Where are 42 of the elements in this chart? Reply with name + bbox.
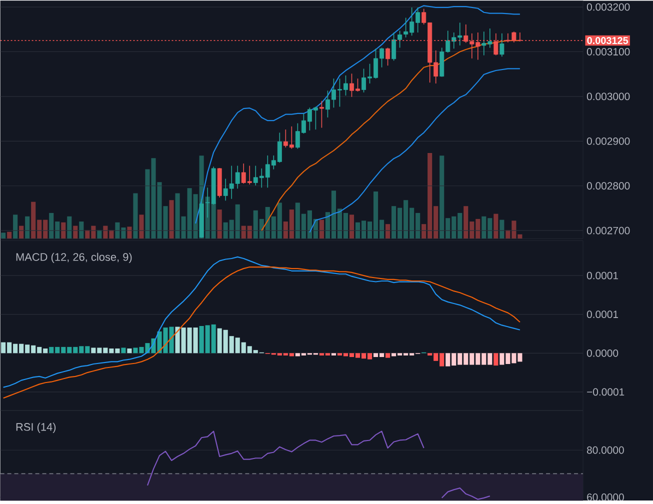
- bar: [7, 232, 12, 239]
- bar: [61, 222, 66, 239]
- bar: [127, 348, 132, 354]
- y-tick-label: 0.0000: [586, 349, 618, 357]
- bar: [79, 221, 84, 239]
- y-tick-label: 0.002700: [586, 226, 630, 234]
- y-tick-label: 0.002900: [586, 137, 630, 145]
- bar: [1, 232, 6, 239]
- bar: [121, 348, 126, 354]
- bar: [494, 353, 498, 366]
- bar: [319, 220, 324, 239]
- y-tick-label: 0.002800: [586, 182, 630, 190]
- bar: [73, 226, 78, 239]
- y-tick-label: −0.0001: [587, 388, 624, 396]
- y-tick-label: 80.0000: [586, 446, 624, 454]
- y-tick-label: 0.003000: [586, 92, 630, 100]
- bar: [97, 230, 102, 239]
- bar: [25, 216, 30, 239]
- y-tick-label: 0.003200: [586, 3, 630, 11]
- y-tick-label: 0.0001: [586, 310, 618, 318]
- bar: [385, 224, 390, 239]
- bar: [500, 220, 504, 239]
- y-tick-label: 60.0000: [587, 493, 624, 501]
- bar: [13, 214, 18, 239]
- bar: [385, 353, 390, 358]
- y-tick-label: 0.003100: [586, 48, 630, 56]
- bar: [494, 214, 498, 239]
- bar: [139, 214, 144, 239]
- text: RSI (14): [16, 422, 56, 433]
- bar: [19, 226, 24, 239]
- text: MACD (12, 26, close, 9): [16, 252, 132, 263]
- candlestick: [386, 47, 390, 66]
- candlestick: [500, 32, 504, 57]
- candlestick: [319, 100, 324, 128]
- bar: [67, 216, 72, 239]
- bar: [133, 193, 138, 239]
- bar: [217, 209, 222, 239]
- bar: [169, 200, 174, 239]
- bar: [127, 226, 132, 239]
- ref-line-label: 0.003125: [587, 36, 628, 44]
- bar: [349, 214, 354, 239]
- y-tick-label: 0.0001: [586, 272, 618, 280]
